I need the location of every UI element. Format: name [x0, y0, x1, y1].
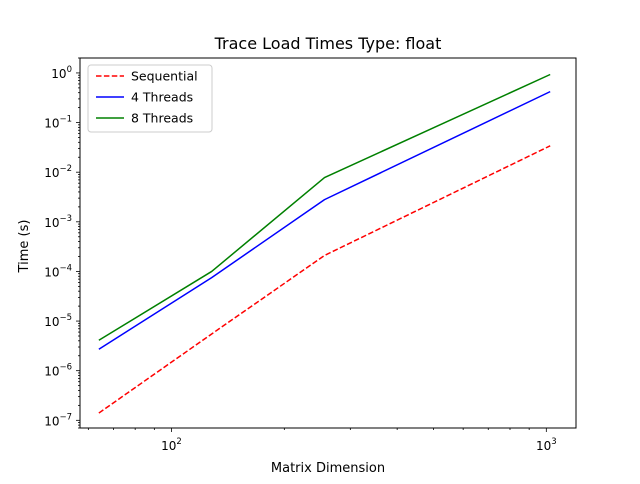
legend-label-1: 4 Threads	[131, 90, 193, 105]
chart-title: Trace Load Times Type: float	[214, 34, 442, 53]
series-line-0	[98, 145, 551, 414]
y-tick-label: 10−7	[44, 412, 72, 428]
legend: Sequential 4 Threads 8 Threads	[87, 64, 213, 133]
axis-ticks: 102 103 10−7 10−6 10−5 10−4 10−3 10−2 10−1 100	[44, 57, 557, 453]
legend-label-2: 8 Threads	[131, 111, 193, 126]
series-line-2	[98, 73, 551, 341]
plot-frame	[79, 57, 577, 429]
series-lines	[98, 73, 551, 414]
y-tick-label: 10−3	[44, 214, 72, 230]
y-tick-label: 10−1	[44, 115, 72, 131]
series-line-1	[98, 90, 551, 350]
x-tick-label: 103	[536, 437, 557, 453]
legend-box	[87, 64, 213, 133]
y-tick-label: 10−4	[44, 263, 72, 279]
x-axis-label: Matrix Dimension	[271, 461, 385, 476]
y-tick-label: 100	[51, 65, 72, 81]
y-tick-label: 10−5	[44, 313, 72, 329]
legend-label-0: Sequential	[131, 69, 198, 84]
y-axis-label: Time (s)	[17, 220, 32, 274]
y-tick-label: 10−2	[44, 164, 72, 180]
x-tick-label: 102	[161, 437, 182, 453]
y-tick-label: 10−6	[44, 363, 72, 379]
